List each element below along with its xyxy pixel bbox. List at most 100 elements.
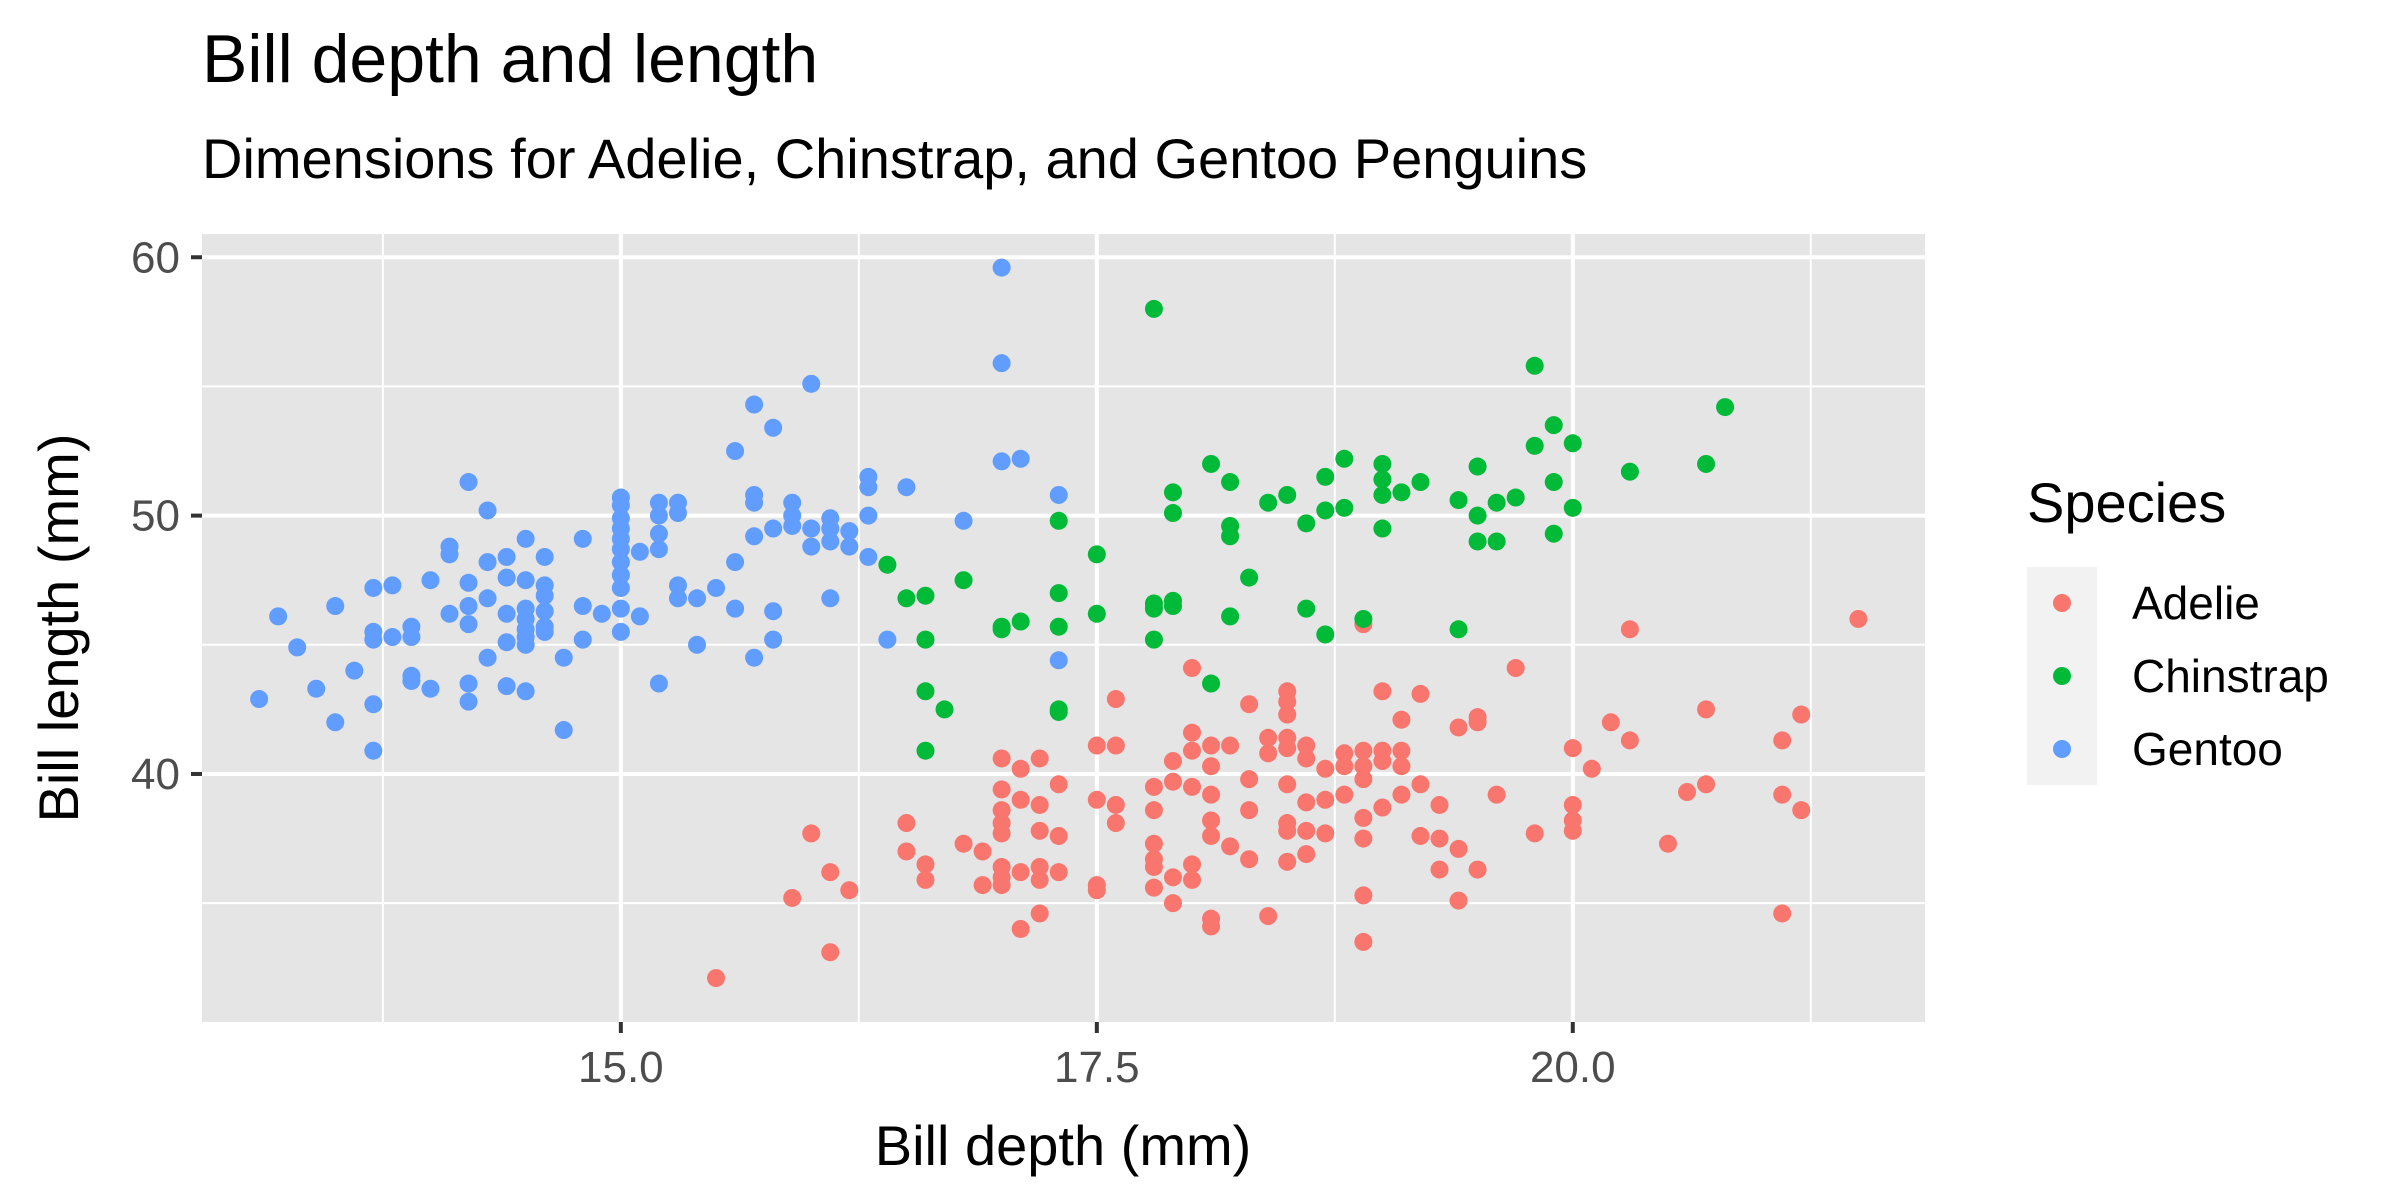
point-chinstrap — [992, 617, 1011, 636]
point-adelie — [1430, 829, 1449, 848]
point-gentoo — [288, 638, 307, 657]
point-adelie — [1392, 785, 1411, 804]
point-adelie — [1525, 824, 1544, 843]
point-adelie — [916, 855, 935, 874]
point-chinstrap — [1373, 454, 1392, 473]
point-adelie — [1297, 749, 1316, 768]
point-adelie — [1183, 659, 1202, 678]
point-adelie — [1087, 790, 1106, 809]
point-gentoo — [745, 395, 764, 414]
point-adelie — [1563, 811, 1582, 830]
point-adelie — [992, 780, 1011, 799]
point-gentoo — [535, 602, 554, 621]
point-gentoo — [630, 542, 649, 561]
point-adelie — [1240, 770, 1259, 789]
legend-key-gentoo — [2053, 740, 2071, 758]
point-chinstrap — [1544, 524, 1563, 543]
point-gentoo — [421, 679, 440, 698]
point-adelie — [1601, 713, 1620, 732]
point-adelie — [1468, 860, 1487, 879]
point-adelie — [1030, 795, 1049, 814]
point-gentoo — [592, 604, 611, 623]
point-adelie — [916, 870, 935, 889]
point-gentoo — [688, 589, 707, 608]
point-gentoo — [1049, 485, 1068, 504]
point-adelie — [1468, 708, 1487, 727]
point-adelie — [1773, 785, 1792, 804]
point-chinstrap — [1144, 599, 1163, 618]
point-adelie — [1354, 741, 1373, 760]
point-adelie — [1144, 777, 1163, 796]
x-axis-label: Bill depth (mm) — [875, 1114, 1252, 1177]
point-adelie — [1430, 860, 1449, 879]
point-chinstrap — [1373, 470, 1392, 489]
point-adelie — [783, 888, 802, 907]
point-gentoo — [478, 553, 497, 572]
point-adelie — [1316, 759, 1335, 778]
point-gentoo — [1011, 449, 1030, 468]
point-adelie — [1335, 744, 1354, 763]
point-gentoo — [707, 578, 726, 597]
point-adelie — [1106, 690, 1125, 709]
point-gentoo — [649, 540, 668, 559]
point-gentoo — [802, 537, 821, 556]
point-chinstrap — [1487, 532, 1506, 551]
point-chinstrap — [1697, 454, 1716, 473]
y-axis-label: Bill length (mm) — [27, 434, 90, 823]
point-chinstrap — [1049, 511, 1068, 530]
point-gentoo — [726, 553, 745, 572]
point-chinstrap — [1335, 449, 1354, 468]
point-gentoo — [364, 741, 383, 760]
point-chinstrap — [1335, 498, 1354, 517]
point-gentoo — [250, 690, 269, 709]
point-gentoo — [897, 478, 916, 497]
point-gentoo — [954, 511, 973, 530]
point-adelie — [1316, 790, 1335, 809]
point-adelie — [1392, 757, 1411, 776]
point-adelie — [1563, 795, 1582, 814]
point-adelie — [1202, 917, 1221, 936]
point-gentoo — [859, 506, 878, 525]
point-adelie — [1106, 814, 1125, 833]
point-adelie — [954, 834, 973, 853]
point-adelie — [1278, 705, 1297, 724]
point-gentoo — [364, 622, 383, 641]
point-gentoo — [821, 509, 840, 528]
point-chinstrap — [1487, 493, 1506, 512]
point-gentoo — [688, 635, 707, 654]
point-chinstrap — [1144, 299, 1163, 318]
point-chinstrap — [1278, 485, 1297, 504]
point-chinstrap — [1087, 604, 1106, 623]
point-chinstrap — [916, 586, 935, 605]
point-gentoo — [992, 452, 1011, 471]
point-gentoo — [478, 648, 497, 667]
point-adelie — [1278, 814, 1297, 833]
point-adelie — [1049, 826, 1068, 845]
point-chinstrap — [1373, 485, 1392, 504]
point-chinstrap — [1316, 467, 1335, 486]
point-gentoo — [497, 677, 516, 696]
point-gentoo — [802, 374, 821, 393]
point-gentoo — [516, 529, 535, 548]
point-adelie — [1163, 772, 1182, 791]
point-gentoo — [554, 648, 573, 667]
point-gentoo — [764, 630, 783, 649]
point-adelie — [1354, 829, 1373, 848]
point-gentoo — [478, 589, 497, 608]
point-adelie — [1240, 695, 1259, 714]
point-adelie — [1106, 795, 1125, 814]
point-gentoo — [764, 602, 783, 621]
point-adelie — [1354, 757, 1373, 776]
point-gentoo — [783, 506, 802, 525]
point-gentoo — [383, 576, 402, 595]
x-tick-label: 20.0 — [1530, 1043, 1616, 1092]
point-gentoo — [497, 604, 516, 623]
point-chinstrap — [1049, 617, 1068, 636]
point-adelie — [1354, 770, 1373, 789]
chart-subtitle: Dimensions for Adelie, Chinstrap, and Ge… — [202, 127, 1587, 190]
point-gentoo — [459, 573, 478, 592]
point-gentoo — [611, 599, 630, 618]
point-gentoo — [649, 493, 668, 512]
point-adelie — [1030, 870, 1049, 889]
